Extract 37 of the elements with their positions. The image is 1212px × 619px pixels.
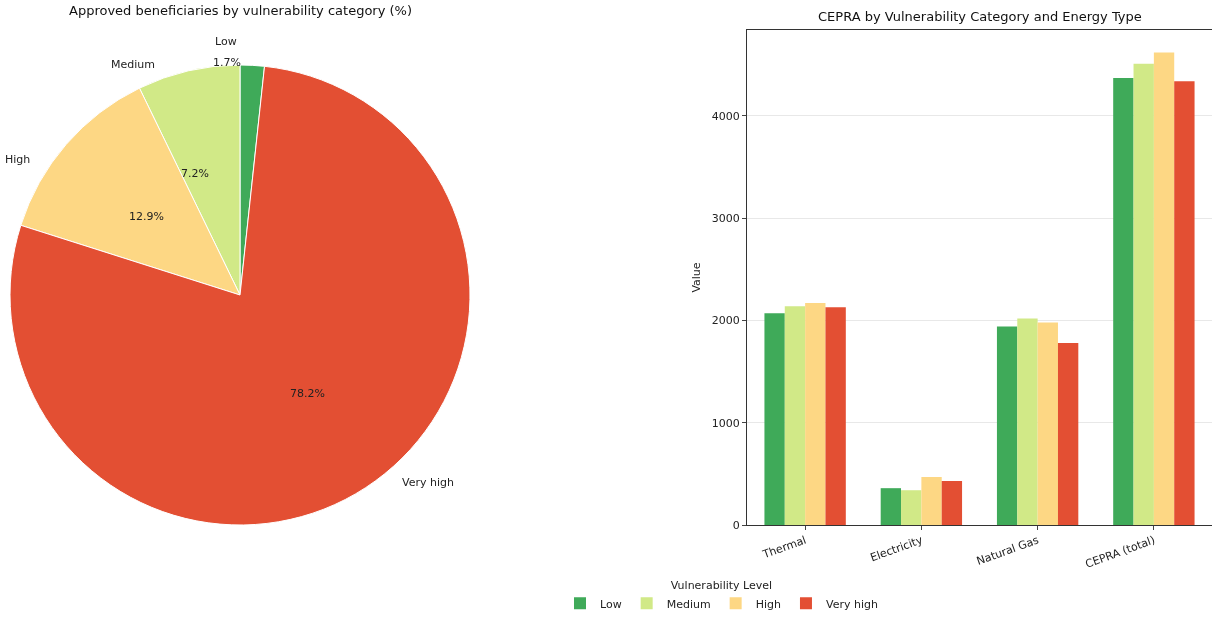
slice-label: Medium (111, 58, 155, 71)
legend-label: Medium (666, 597, 711, 611)
slice-label: High (5, 153, 31, 166)
slice-label: Very high (402, 476, 454, 489)
chart-title: CEPRA by Vulnerability Category and Energy Type (818, 9, 1142, 24)
y-tick-label: 4000 (711, 109, 740, 123)
bar (825, 307, 846, 525)
bar (880, 488, 902, 525)
data-label: 12.9% (129, 210, 164, 223)
legend-title: Vulnerability Level (670, 578, 773, 592)
legend-label: High (755, 597, 781, 611)
data-label: 7.2% (181, 167, 209, 180)
bar (764, 313, 785, 525)
bar (941, 481, 963, 525)
bar (996, 326, 1018, 525)
chart-title: Approved beneficiaries by vulnerability category (%) (69, 3, 413, 18)
bar (921, 476, 942, 525)
bar (1113, 78, 1134, 525)
y-tick-label: 2000 (711, 314, 740, 328)
bar (901, 490, 922, 525)
bar (1037, 322, 1058, 525)
bar (1174, 81, 1195, 525)
bar (805, 303, 826, 525)
bar (1133, 63, 1154, 525)
data-label: 1.7% (213, 56, 241, 69)
legend-label: Low (600, 597, 622, 611)
bar (784, 306, 806, 525)
bar (1153, 52, 1175, 525)
slice-label: Low (215, 35, 237, 48)
y-tick-label: 3000 (711, 212, 740, 226)
y-axis-title: Value (690, 262, 704, 293)
y-tick-label: 1000 (711, 416, 740, 430)
y-tick-label: 0 (732, 518, 740, 532)
data-label: 78.2% (290, 387, 325, 400)
legend-label: Very high (825, 597, 878, 611)
bar (1017, 318, 1038, 525)
bar (1057, 342, 1079, 525)
